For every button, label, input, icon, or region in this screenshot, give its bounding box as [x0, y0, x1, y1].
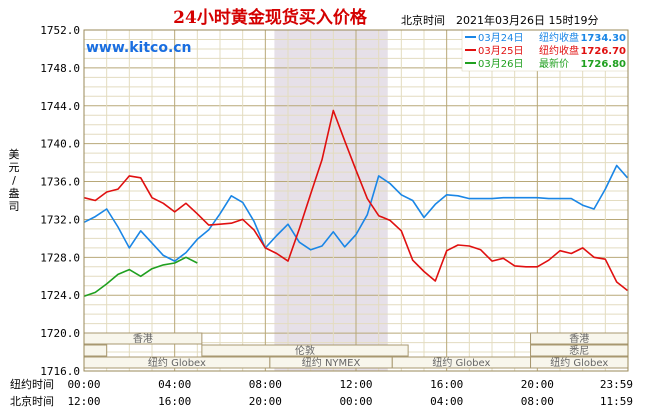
x-tick-label: 20:00 — [249, 395, 282, 408]
y-tick-label: 1736.0 — [40, 176, 80, 189]
market-band-label: 纽约 Globex — [432, 356, 490, 369]
x-tick-label: 08:00 — [249, 378, 282, 391]
y-tick-label: 1748.0 — [40, 62, 80, 75]
x-tick-label: 00:00 — [339, 395, 372, 408]
legend-series-date: 03月24日 — [478, 32, 523, 44]
y-axis-label-char: 司 — [9, 200, 20, 213]
legend-series-value: 1726.70 — [580, 46, 626, 57]
y-axis-label-char: 元 — [9, 161, 20, 174]
market-band-label: 香港 — [133, 333, 153, 345]
market-band-label: 悉尼 — [569, 345, 589, 357]
market-band — [83, 344, 108, 357]
x-tick-label: 08:00 — [521, 395, 554, 408]
series-line-1 — [83, 164, 629, 262]
y-tick-label: 1724.0 — [40, 289, 80, 302]
legend-series-value: 1726.80 — [580, 59, 626, 70]
x-tick-label: 12:00 — [339, 378, 372, 391]
market-band-label: 纽约 Globex — [550, 356, 608, 369]
market-band-label: 伦敦 — [295, 344, 315, 357]
legend-series-value: 1734.30 — [580, 33, 626, 44]
x-tick-label: 00:00 — [67, 378, 100, 391]
x-tick-label: 16:00 — [430, 378, 463, 391]
x-tick-label: 12:00 — [67, 395, 100, 408]
y-tick-label: 1752.0 — [40, 24, 80, 37]
y-tick-label: 1740.0 — [40, 138, 80, 151]
legend-series-label: 纽约收盘 — [539, 44, 579, 57]
x-tick-label: 11:59 — [600, 395, 633, 408]
series-line-2 — [83, 109, 628, 292]
x-tick-label: 04:00 — [430, 395, 463, 408]
legend-series-label: 最新价 — [539, 57, 569, 70]
y-axis-label-char: 美 — [9, 148, 20, 161]
x-tick-label: 16:00 — [158, 395, 191, 408]
watermark-url: www.kitco.cn — [86, 40, 192, 56]
x-axis-row-label: 纽约时间 — [10, 377, 54, 391]
x-tick-label: 20:00 — [521, 378, 554, 391]
x-axis-row-label: 北京时间 — [10, 394, 54, 408]
market-band-label: 香港 — [569, 333, 589, 345]
series-line-3 — [83, 256, 198, 297]
market-band — [201, 344, 409, 357]
x-tick-label: 04:00 — [158, 378, 191, 391]
x-tick-label: 23:59 — [600, 378, 633, 391]
legend-box — [461, 29, 629, 72]
y-axis-label-char: / — [12, 174, 16, 187]
legend-series-date: 03月26日 — [478, 58, 523, 70]
y-tick-label: 1732.0 — [40, 213, 80, 226]
y-axis-label-char: 盎 — [9, 186, 20, 200]
market-band-label: 纽约 Globex — [148, 356, 206, 369]
x-axis-tick-labels: 纽约时间 00:00 04:00 08:00 12:00 16:00 20:00 23:59 北… — [10, 377, 633, 408]
legend-series-label: 纽约收盘 — [539, 31, 579, 44]
y-axis-label: 美元/盎司 — [9, 148, 20, 213]
y-axis-tick-labels: 1752.0 1748.0 1744.0 1740.0 1736.0 1732.0 1728… — [40, 24, 80, 378]
y-tick-label: 1720.0 — [40, 327, 80, 340]
series-lines — [83, 109, 629, 297]
y-tick-label: 1716.0 — [40, 365, 80, 378]
y-tick-label: 1728.0 — [40, 251, 80, 264]
legend-series-date: 03月25日 — [478, 45, 523, 57]
datetime-label: 北京时间 2021年03月26日 15时19分 — [401, 13, 598, 27]
chart-title: 24小时黄金现货买入价格 — [173, 7, 368, 28]
plot-frame — [83, 29, 629, 372]
market-band-label: 纽约 NYMEX — [302, 356, 361, 369]
y-tick-label: 1744.0 — [40, 100, 80, 113]
